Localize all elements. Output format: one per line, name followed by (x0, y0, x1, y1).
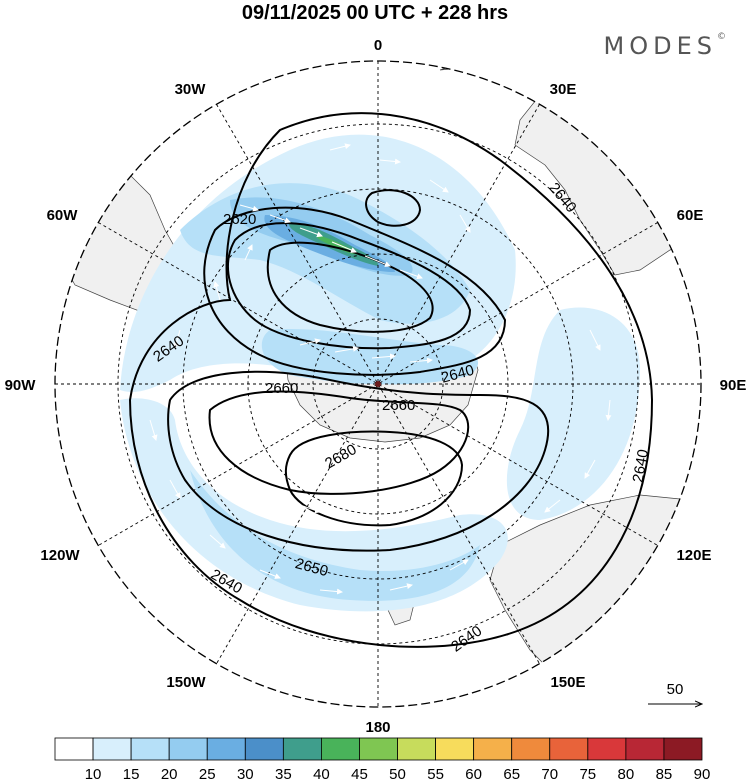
colorbar-swatch (511, 737, 551, 761)
colorbar-tick-label: 90 (694, 766, 711, 782)
colorbar-swatch (397, 737, 436, 761)
colorbar-swatch (359, 737, 398, 761)
colorbar-tick-label: 40 (313, 766, 330, 782)
colorbar-swatch (282, 737, 322, 761)
contour-label: 2660 (382, 397, 415, 414)
lon-label-30w: 30W (175, 81, 207, 98)
colorbar: 10 15 20 25 30 35 40 45 50 55 60 65 70 75 80 85 90 (54, 737, 711, 782)
geopotential-contours (128, 112, 654, 648)
contour-label: 2660 (265, 380, 298, 397)
colorbar-tick-label: 75 (579, 766, 596, 782)
colorbar-swatch (663, 737, 703, 761)
colorbar-tick-label: 30 (237, 766, 254, 782)
map-boundary (54, 60, 702, 708)
lon-label-180: 180 (365, 719, 390, 736)
colorbar-tick-label: 25 (199, 766, 216, 782)
wind-vectors (149, 143, 612, 595)
colorbar-swatch (130, 737, 170, 761)
lon-label-60e: 60E (677, 207, 704, 224)
colorbar-swatch (587, 737, 627, 761)
colorbar-swatch (54, 737, 94, 761)
colorbar-swatch (549, 737, 589, 761)
reference-vector-label: 50 (667, 681, 684, 698)
colorbar-tick-label: 60 (465, 766, 482, 782)
lon-label-60w: 60W (47, 207, 79, 224)
colorbar-tick-label: 50 (389, 766, 406, 782)
lon-label-150e: 150E (550, 674, 585, 691)
colorbar-tick-label: 45 (351, 766, 368, 782)
colorbar-tick-label: 15 (123, 766, 140, 782)
contour-label: 2620 (223, 211, 256, 228)
lon-label-90e: 90E (720, 377, 747, 394)
colorbar-tick-label: 85 (656, 766, 673, 782)
colorbar-swatch (625, 737, 665, 761)
colorbar-swatch (244, 737, 284, 761)
longitude-labels: 0 30E 60E 90E 120E 150E 180 150W 120W 90… (5, 37, 747, 736)
colorbar-swatch (473, 737, 513, 761)
contour-label: 2640 (630, 448, 653, 484)
colorbar-tick-label: 35 (275, 766, 292, 782)
colorbar-swatch (321, 737, 360, 761)
colorbar-tick-label: 70 (541, 766, 558, 782)
lon-label-90w: 90W (5, 377, 37, 394)
colorbar-tick-label: 20 (161, 766, 178, 782)
lon-label-30e: 30E (550, 81, 577, 98)
colorbar-tick-label: 55 (427, 766, 444, 782)
reference-vector: 50 (648, 681, 702, 704)
map-title: 09/11/2025 00 UTC + 228 hrs (241, 2, 509, 24)
colorbar-swatch (435, 737, 475, 761)
brand-logo: MODES© (603, 32, 726, 60)
lon-label-0: 0 (374, 37, 382, 54)
colorbar-swatch (206, 737, 246, 761)
colorbar-tick-label: 10 (85, 766, 102, 782)
colorbar-tick-label: 80 (618, 766, 635, 782)
colorbar-tick-label: 65 (503, 766, 520, 782)
colorbar-swatch (168, 737, 208, 761)
colorbar-swatch (92, 737, 132, 761)
lon-label-120e: 120E (676, 547, 711, 564)
pole-marker (375, 381, 381, 387)
lon-label-120w: 120W (40, 547, 80, 564)
lon-label-150w: 150W (166, 674, 206, 691)
